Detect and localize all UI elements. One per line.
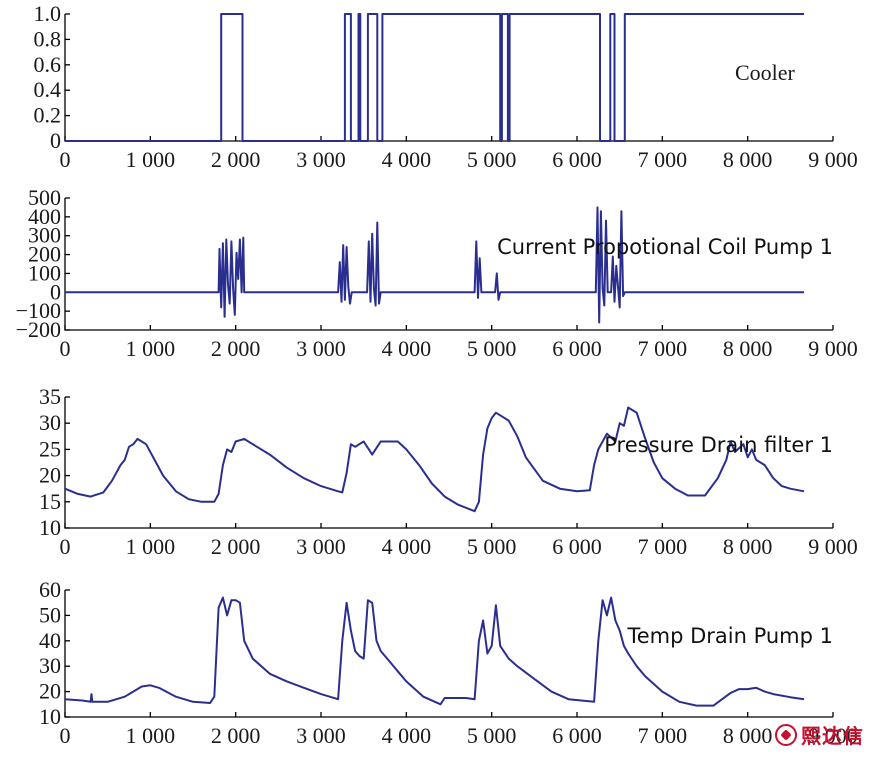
x-tick-label: 4 000 [382,723,432,748]
x-tick-label: 6 000 [552,336,602,361]
x-tick-label: 5 000 [467,336,517,361]
x-tick-label: 1 000 [126,534,176,559]
y-tick-label: 500 [28,185,61,210]
x-tick-label: 2 000 [211,147,261,172]
y-tick-label: −100 [16,298,61,323]
x-tick-label: 3 000 [296,336,346,361]
x-tick-label: 4 000 [382,534,432,559]
x-tick-label: 6 000 [552,723,602,748]
x-tick-label: 7 000 [638,534,688,559]
panel-current-coil-pump: 0 1 000 2 000 3 000 4 000 5 000 6 000 7 000 8 00… [16,185,858,361]
x-tick-label: 3 000 [296,723,346,748]
x-tick-label: 4 000 [382,147,432,172]
watermark-text: 熙达信 [801,724,864,748]
panel-title: Temp Drain Pump 1 [626,624,833,648]
axis-spines [64,198,833,331]
x-tick-label: 1 000 [126,147,176,172]
y-tick-label: 1.0 [34,1,62,26]
x-tick-label: 9 000 [808,534,858,559]
y-tick-label: 0.4 [34,77,62,102]
x-tick-label: 5 000 [467,534,517,559]
panel-title: Current Propotional Coil Pump 1 [497,235,833,259]
y-tick-label: 0 [50,128,61,153]
y-tick-label: 0.2 [34,103,62,128]
x-tick-label: 8 000 [723,147,773,172]
x-tick-label: 0 [60,723,71,748]
series-line-temp-drain-pump [64,596,805,707]
y-tick-label: 25 [39,436,61,461]
panel-title: Cooler [735,60,796,85]
x-tick-label: 9 000 [808,147,858,172]
panel-temp-drain-pump: 0 1 000 2 000 3 000 4 000 5 000 6 000 7 000 8 00… [39,577,858,748]
panel-pressure-drain-filter: 0 1 000 2 000 3 000 4 000 5 000 6 000 7 000 8 00… [39,384,858,559]
y-tick-label: 30 [39,410,61,435]
watermark: 熙达信 [775,720,864,749]
seal-logo-icon [775,723,797,746]
axis-spines [64,14,833,142]
x-tick-label: 2 000 [211,723,261,748]
y-tick-label: 40 [39,628,61,653]
series-line-current-coil-pump [65,206,804,324]
y-tick-label: 100 [28,260,61,285]
x-tick-label: 5 000 [467,723,517,748]
x-tick-label: 0 [60,147,71,172]
y-tick-label: 0.6 [34,52,62,77]
x-tick-label: 0 [60,534,71,559]
x-tick-label: 8 000 [723,336,773,361]
y-tick-label: 20 [39,679,61,704]
x-tick-label: 0 [60,336,71,361]
y-tick-label: 50 [39,602,61,627]
y-tick-label: 400 [28,204,61,229]
y-tick-label: 20 [39,463,61,488]
y-tick-label: 60 [39,577,61,602]
x-tick-label: 2 000 [211,336,261,361]
series-line-pressure-drain-filter [64,406,805,513]
x-tick-label: 8 000 [723,723,773,748]
x-tick-label: 3 000 [296,534,346,559]
panel-cooler: 0 1 000 2 000 3 000 4 000 5 000 6 000 7 000 8 00… [34,1,858,172]
y-tick-label: −200 [16,317,61,342]
y-tick-label: 10 [39,704,61,729]
y-tick-label: 30 [39,653,61,678]
panel-title: Pressure Drain filter 1 [604,433,833,457]
y-tick-label: 0.8 [34,26,62,51]
series-line-cooler [65,13,804,142]
x-tick-label: 3 000 [296,147,346,172]
x-tick-label: 1 000 [126,336,176,361]
y-tick-label: 0 [50,279,61,304]
y-tick-label: 10 [39,515,61,540]
x-tick-label: 1 000 [126,723,176,748]
y-tick-label: 300 [28,223,61,248]
x-tick-label: 2 000 [211,534,261,559]
y-tick-label: 200 [28,242,61,267]
x-tick-label: 9 000 [808,336,858,361]
y-tick-label: 15 [39,489,61,514]
x-tick-label: 7 000 [638,147,688,172]
x-tick-label: 7 000 [638,336,688,361]
axis-spines [64,397,833,529]
x-tick-label: 9 000 [808,723,858,748]
x-tick-label: 8 000 [723,534,773,559]
x-tick-label: 6 000 [552,147,602,172]
y-tick-label: 35 [39,384,61,409]
x-tick-label: 7 000 [638,723,688,748]
x-tick-label: 4 000 [382,336,432,361]
x-tick-label: 5 000 [467,147,517,172]
x-tick-label: 6 000 [552,534,602,559]
